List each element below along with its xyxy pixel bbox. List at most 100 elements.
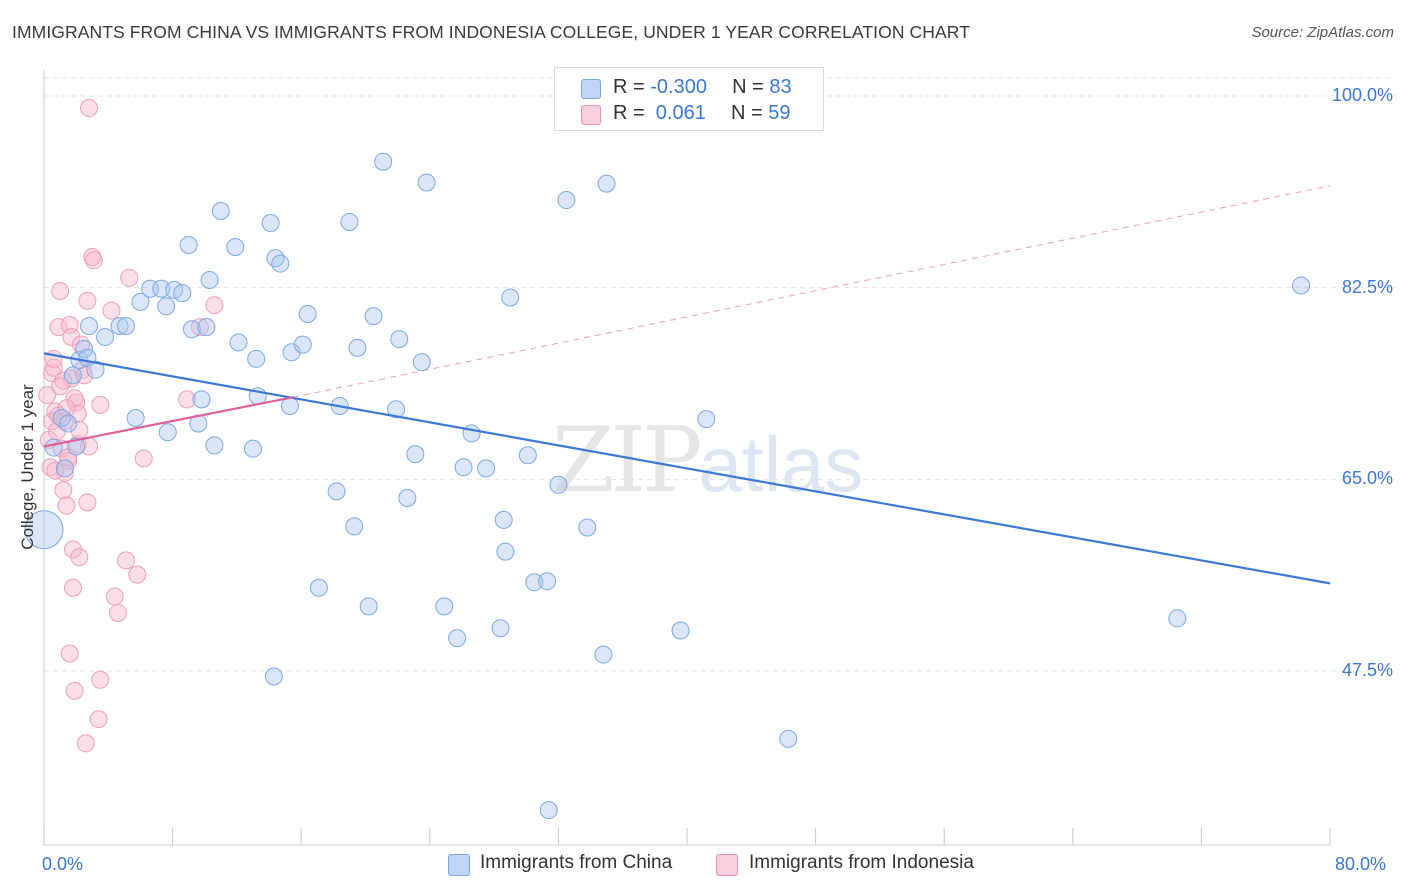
china-point [364, 307, 383, 326]
china-point [345, 517, 364, 536]
x-tick-label-max: 80.0% [1335, 854, 1387, 874]
china-r-value: -0.300 [650, 76, 707, 98]
indonesia-trend-dashed [293, 185, 1331, 398]
indonesia-point [76, 734, 95, 753]
indonesia-trend-extended [293, 185, 1331, 398]
chart-title: IMMIGRANTS FROM CHINA VS IMMIGRANTS FROM… [12, 22, 971, 42]
china-point [671, 621, 690, 640]
china-n-label: N = [732, 76, 770, 98]
indonesia-point [62, 327, 81, 346]
series-legend: Immigrants from China Immigrants from In… [0, 852, 1406, 878]
china-point [779, 729, 798, 748]
china-point [63, 366, 82, 385]
china-point [477, 459, 496, 478]
indonesia-point [44, 349, 63, 368]
china-point [192, 390, 211, 409]
gridlines [44, 77, 1395, 672]
china-point [86, 360, 105, 379]
indonesia-swatch [581, 105, 601, 125]
y-axis-label: College, Under 1 year [18, 384, 37, 550]
indonesia-point [70, 548, 89, 567]
legend-indonesia-label: Immigrants from Indonesia [749, 852, 974, 873]
china-point [387, 400, 406, 419]
china-point [309, 578, 328, 597]
china-point [348, 338, 367, 357]
china-point [226, 238, 245, 257]
china-point [200, 271, 219, 289]
china-point [293, 335, 312, 354]
indonesia-point [65, 681, 84, 700]
indonesia-point [134, 449, 153, 468]
china-point [697, 410, 716, 429]
axes [43, 70, 1330, 846]
indonesia-point [63, 540, 82, 559]
indonesia-point [178, 390, 197, 409]
china-point [264, 667, 283, 686]
china-point [80, 317, 99, 335]
indonesia-point [38, 386, 57, 404]
china-point [205, 436, 224, 455]
source-credit: Source: ZipAtlas.com [1251, 24, 1394, 41]
indonesia-point [105, 587, 124, 606]
china-point [398, 488, 417, 507]
china-point [578, 518, 597, 537]
china-point [197, 318, 216, 337]
china-point [271, 254, 290, 273]
china-point [1168, 609, 1187, 628]
indonesia-point [54, 481, 73, 500]
china-point [539, 801, 558, 820]
china-point [173, 284, 192, 303]
china-point [494, 510, 513, 529]
china-point [1292, 276, 1311, 295]
indonesia-point [128, 565, 147, 584]
china-point [182, 320, 201, 339]
china-point [462, 424, 481, 443]
china-point [538, 572, 557, 591]
china-point [298, 304, 317, 323]
y-tick-label: 82.5% [1341, 276, 1393, 297]
china-point [435, 597, 454, 616]
china-point [157, 297, 176, 316]
y-tick-label: 47.5% [1341, 660, 1393, 680]
indonesia-point [205, 296, 224, 315]
china-point [131, 292, 150, 311]
correlation-legend: R = -0.300 N = 83 R = 0.061 N = 59 [554, 67, 824, 131]
legend-china-label: Immigrants from China [480, 852, 673, 873]
indonesia-point [60, 644, 79, 663]
china-swatch [581, 79, 601, 99]
china-point [247, 349, 266, 368]
china-point [110, 317, 129, 335]
indonesia-point [102, 301, 121, 320]
china-point [243, 439, 262, 458]
legend-indonesia-swatch [716, 854, 738, 876]
china-point [454, 458, 473, 477]
indonesia-point [78, 493, 97, 512]
indonesia-point [116, 551, 135, 570]
china-point [44, 438, 63, 457]
china-point [557, 191, 576, 210]
china-point [406, 445, 425, 464]
china-point [340, 212, 359, 231]
indonesia-point [80, 99, 99, 118]
china-point [597, 174, 616, 193]
china-point [359, 597, 378, 616]
china-point [390, 330, 409, 349]
indonesia-point [78, 291, 97, 310]
watermark-zip: ZIP [552, 408, 703, 513]
china-point [67, 437, 86, 456]
china-point [412, 353, 431, 372]
indonesia-point [49, 318, 68, 337]
china-point [126, 409, 145, 427]
china-point [55, 459, 74, 478]
x-ticks [43, 828, 1331, 845]
china-point [496, 542, 515, 561]
indonesia-point [108, 603, 127, 622]
indonesia-point [120, 268, 139, 287]
x-tick-label-min: 0.0% [42, 854, 84, 874]
indonesia-point [63, 578, 82, 597]
china-point [179, 235, 198, 254]
indonesia-r-value: 0.061 [650, 102, 706, 124]
china-point [549, 475, 568, 494]
china-point [211, 202, 230, 220]
